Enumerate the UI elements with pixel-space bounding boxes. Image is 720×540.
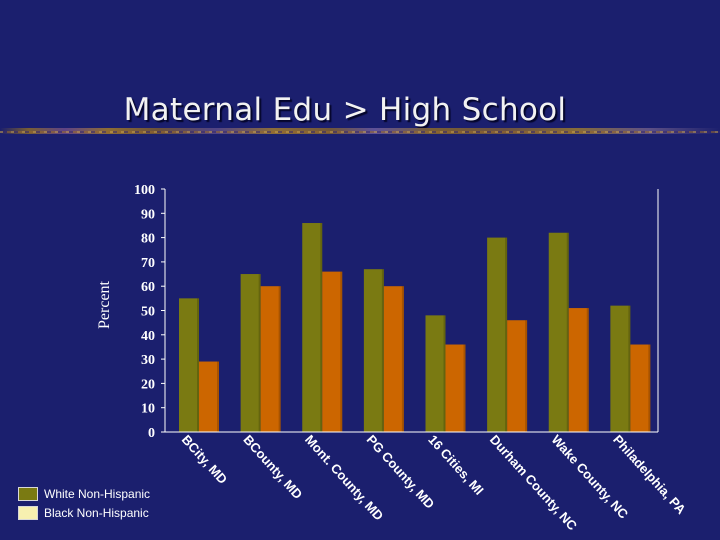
y-axis-label: Percent: [96, 280, 113, 329]
x-tick-label: BCounty, MD: [240, 432, 305, 502]
bar-black-4: [445, 344, 466, 432]
bar-black-2: [322, 271, 343, 432]
bar-white-4: [425, 315, 446, 432]
y-axis-ticks: 0 10 20 30 40 50 60 70 80 90 100: [134, 183, 165, 441]
legend-item-white: White Non-Hispanic: [18, 484, 150, 503]
bar-shade-edge: [401, 286, 404, 432]
y-tick-label: 70: [141, 256, 155, 271]
y-tick-label: 100: [134, 183, 155, 198]
x-tick-label: 16 Cities, MI: [425, 432, 486, 498]
bar-black-1: [260, 286, 281, 432]
bar-black-5: [507, 320, 528, 432]
bar-white-6: [548, 232, 569, 432]
bar-white-5: [487, 237, 508, 432]
bar-shade-edge: [217, 361, 219, 432]
bar-black-7: [630, 344, 651, 432]
y-tick-label: 80: [141, 232, 155, 247]
legend-swatch-black: [18, 505, 38, 520]
bar-white-0: [179, 298, 199, 432]
bar-black-6: [568, 308, 589, 432]
bar-shade-edge: [525, 320, 528, 432]
bar-shade-edge: [320, 223, 323, 432]
y-tick-label: 60: [141, 280, 155, 295]
bar-black-3: [383, 286, 404, 432]
bar-shade-edge: [586, 308, 589, 432]
bar-shade-edge: [628, 305, 631, 432]
y-tick-label: 90: [141, 207, 155, 222]
slide-title: Maternal Edu > High School: [123, 92, 567, 128]
bar-shade-edge: [648, 344, 651, 432]
chart-legend: White Non-Hispanic Black Non-Hispanic: [18, 484, 150, 522]
bar-shade-edge: [340, 271, 343, 432]
bar-black-0: [199, 361, 219, 432]
bar-shade-edge: [258, 274, 261, 432]
legend-item-black: Black Non-Hispanic: [18, 503, 150, 522]
bar-white-7: [610, 305, 631, 432]
x-tick-label: BCity, MD: [179, 432, 231, 487]
bar-shade-edge: [566, 232, 569, 432]
bar-white-1: [240, 274, 261, 432]
y-tick-label: 50: [141, 305, 155, 320]
y-tick-label: 20: [141, 377, 155, 392]
bar-shade-edge: [381, 269, 384, 432]
y-tick-label: 40: [141, 329, 155, 344]
bar-shade-edge: [278, 286, 281, 432]
legend-label-white: White Non-Hispanic: [44, 486, 151, 501]
bar-shade-edge: [505, 237, 508, 432]
title-decorative-rule-accent: [0, 131, 720, 133]
bar-series: [179, 223, 651, 432]
y-tick-label: 30: [141, 353, 155, 368]
legend-swatch-white: [18, 486, 38, 501]
bar-white-3: [363, 269, 384, 432]
bar-shade-edge: [443, 315, 446, 432]
bar-shade-edge: [463, 344, 466, 432]
bar-shade-edge: [197, 298, 199, 432]
y-tick-label: 0: [148, 426, 155, 441]
y-tick-label: 10: [141, 402, 155, 417]
bar-white-2: [302, 223, 323, 432]
legend-label-black: Black Non-Hispanic: [44, 505, 149, 520]
